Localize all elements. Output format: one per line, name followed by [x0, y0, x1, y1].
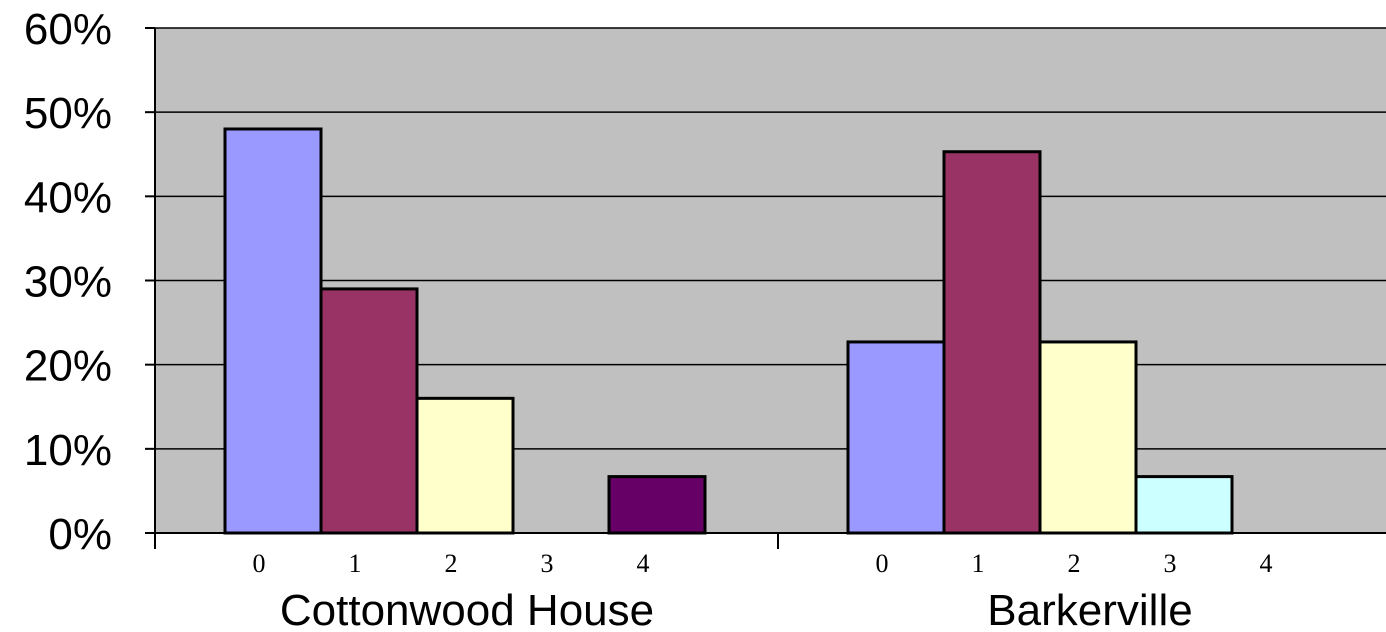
x-tick-label: 3 — [1164, 549, 1177, 578]
y-tick-label: 0% — [48, 510, 112, 559]
x-tick-label: 0 — [876, 549, 889, 578]
y-tick-label: 60% — [24, 5, 112, 54]
x-tick-label: 4 — [637, 549, 650, 578]
bars — [223, 127, 1234, 535]
x-tick-label: 1 — [349, 549, 362, 578]
x-tick-label: 0 — [253, 549, 266, 578]
group-label: Cottonwood House — [280, 586, 654, 632]
x-tick-label: 2 — [445, 549, 458, 578]
group-labels: Cottonwood House Barkerville — [280, 586, 1193, 632]
bar — [846, 340, 946, 535]
bar — [223, 127, 323, 535]
y-tick-labels: 0% 10% 20% 30% 40% 50% 60% — [24, 5, 112, 559]
x-tick-labels: 0 1 2 3 4 0 1 2 3 4 — [253, 549, 1273, 578]
bar — [319, 287, 419, 535]
y-tick-label: 50% — [24, 89, 112, 138]
x-tick-label: 1 — [972, 549, 985, 578]
y-tick-label: 10% — [24, 426, 112, 475]
x-tick-label: 3 — [541, 549, 554, 578]
bar — [942, 150, 1042, 535]
group-label: Barkerville — [987, 586, 1192, 632]
x-tick-label: 2 — [1068, 549, 1081, 578]
x-tick-label: 4 — [1260, 549, 1273, 578]
y-tick-label: 40% — [24, 173, 112, 222]
bar — [415, 396, 515, 535]
bar — [607, 475, 707, 535]
axes — [145, 27, 1386, 549]
bar — [1038, 340, 1138, 535]
y-tick-label: 30% — [24, 258, 112, 307]
bar — [1134, 475, 1234, 535]
y-tick-label: 20% — [24, 342, 112, 391]
